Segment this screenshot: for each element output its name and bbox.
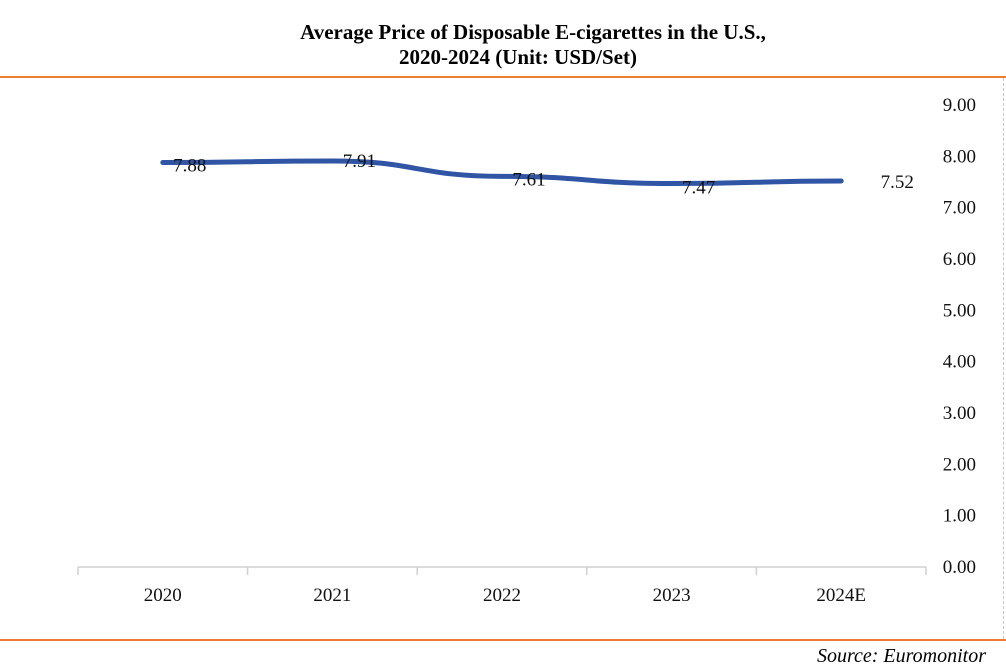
y-tick-label: 3.00 — [943, 403, 976, 424]
y-tick-label: 1.00 — [943, 506, 976, 527]
x-tick-label: 2022 — [483, 585, 521, 606]
bottom-orange-rule — [0, 639, 1006, 641]
source-note: Source: Euromonitor — [816, 645, 986, 667]
data-label: 7.52 — [881, 172, 914, 193]
data-label: 7.47 — [682, 178, 715, 199]
data-label: 7.61 — [512, 169, 545, 190]
y-tick-label: 2.00 — [943, 454, 976, 475]
y-tick-label: 5.00 — [943, 300, 976, 321]
chart-title-line-2: 2020-2024 (Unit: USD/Set) — [399, 45, 637, 69]
chart-title-line-1: Average Price of Disposable E-cigarettes… — [300, 20, 766, 44]
y-tick-label: 0.00 — [943, 557, 976, 578]
right-dashed-border — [1003, 78, 1004, 639]
data-label: 7.88 — [173, 155, 206, 176]
x-tick-label: 2023 — [653, 585, 691, 606]
x-tick-label: 2021 — [313, 585, 351, 606]
x-axis — [77, 566, 927, 575]
x-tick-label: 2024E — [816, 585, 866, 606]
data-labels: 7.88 7.91 7.61 7.47 7.52 — [173, 151, 914, 199]
y-tick-label: 7.00 — [943, 198, 976, 219]
series-line — [160, 158, 844, 187]
y-axis-tick-labels: 0.00 1.00 2.00 3.00 4.00 5.00 6.00 7.00 8.00 9.00 — [943, 95, 976, 578]
x-tick-label: 2020 — [144, 585, 182, 606]
top-orange-rule — [0, 76, 1006, 78]
x-axis-tick-labels: 2020 2021 2022 2023 2024E — [144, 585, 866, 606]
data-label: 7.91 — [343, 151, 376, 172]
y-tick-label: 4.00 — [943, 352, 976, 373]
y-tick-label: 6.00 — [943, 249, 976, 270]
y-tick-label: 8.00 — [943, 146, 976, 167]
y-tick-label: 9.00 — [943, 95, 976, 116]
chart-title: Average Price of Disposable E-cigarettes… — [0, 20, 1006, 70]
series-layer — [160, 158, 844, 187]
